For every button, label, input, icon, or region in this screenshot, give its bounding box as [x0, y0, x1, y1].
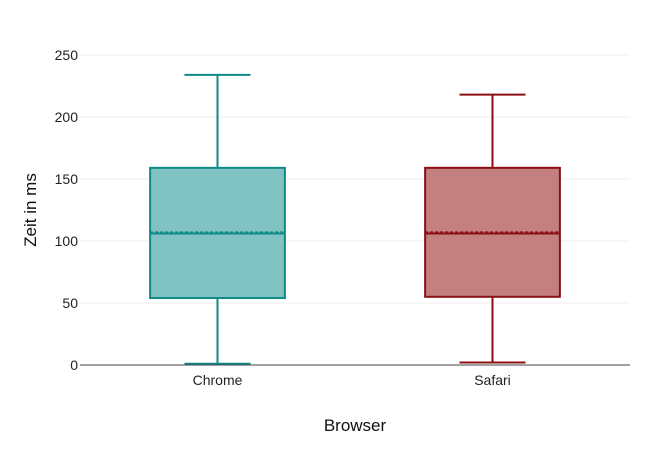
x-tick-label: Chrome — [193, 372, 243, 388]
y-tick-label: 0 — [70, 357, 78, 373]
y-tick-label: 250 — [55, 47, 79, 63]
box-chrome — [149, 73, 286, 365]
x-axis-ticks: Chrome Safari — [193, 372, 511, 388]
y-tick-label: 100 — [55, 233, 79, 249]
x-tick-label: Safari — [474, 372, 511, 388]
y-axis-ticks: 0 50 100 150 200 250 — [55, 47, 79, 373]
y-tick-label: 150 — [55, 171, 79, 187]
box-safari — [424, 93, 561, 364]
x-axis-title: Browser — [324, 416, 387, 435]
y-axis-title: Zeit in ms — [21, 173, 40, 247]
y-tick-label: 200 — [55, 109, 79, 125]
y-tick-label: 50 — [62, 295, 78, 311]
box-series — [149, 73, 561, 365]
